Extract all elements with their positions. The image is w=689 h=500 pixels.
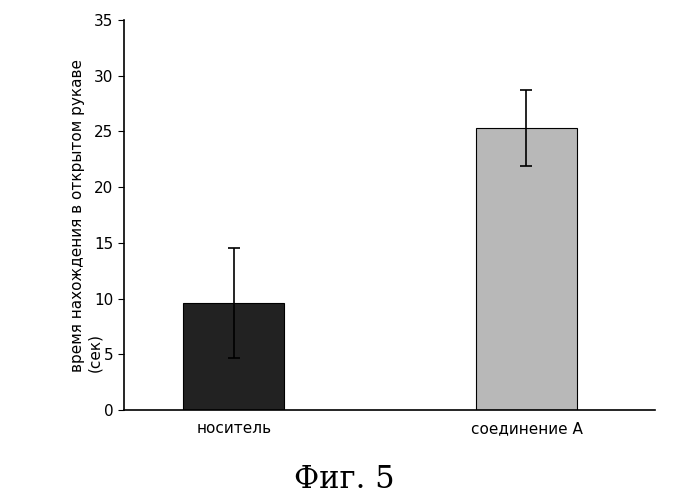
Bar (476, 128, 577, 410)
Text: Фиг. 5: Фиг. 5 (294, 464, 395, 495)
Bar (183, 303, 284, 410)
Y-axis label: время нахождения в открытом рукаве
(сек): время нахождения в открытом рукаве (сек) (70, 58, 102, 372)
